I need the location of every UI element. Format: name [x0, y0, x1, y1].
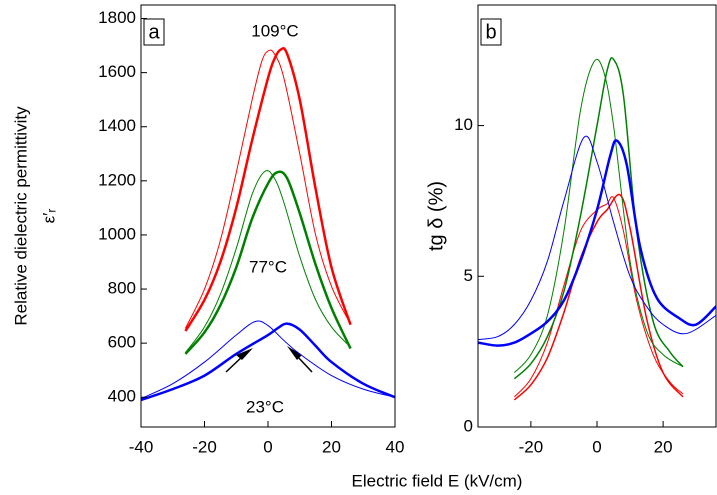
y-axis-symbol: ε′ᵣ	[39, 209, 58, 224]
panel-label: b	[485, 21, 496, 43]
y-tick-label: 600	[108, 333, 136, 352]
y-tick-label: 800	[108, 279, 136, 298]
data-line	[141, 320, 395, 400]
data-line	[478, 135, 716, 341]
data-line	[513, 196, 684, 398]
data-line	[141, 322, 395, 402]
y-tick-label: 0	[464, 416, 473, 435]
annotation: 23°C	[246, 397, 284, 416]
y-tick-label: 1000	[98, 224, 136, 243]
x-tick-label: -20	[192, 437, 217, 456]
data-line	[513, 58, 684, 374]
x-tick-label: -40	[129, 437, 154, 456]
y-axis-label: tg δ (%)	[425, 181, 447, 251]
data-line	[184, 46, 352, 332]
x-tick-label: -20	[519, 437, 544, 456]
panel-label-box	[480, 18, 502, 46]
plot-frame	[140, 4, 396, 428]
arrow	[295, 354, 313, 373]
annotation: 109°C	[251, 21, 298, 40]
y-tick-label: 1200	[98, 170, 136, 189]
x-tick-label: 0	[263, 437, 272, 456]
panel-label-box	[143, 18, 165, 46]
x-axis-label: Electric field E (kV/cm)	[352, 471, 523, 490]
y-tick-label: 10	[454, 115, 473, 134]
y-axis-label: Relative dielectric permittivity	[11, 106, 30, 326]
arrow-head	[236, 348, 253, 360]
y-tick-label: 1400	[98, 116, 136, 135]
annotation: 77°C	[249, 257, 287, 276]
x-tick-label: 20	[322, 437, 341, 456]
y-tick-label: 1600	[98, 62, 136, 81]
y-tick-label: 1800	[98, 8, 136, 27]
x-tick-label: 40	[386, 437, 405, 456]
data-line	[513, 193, 684, 401]
data-line	[185, 49, 351, 329]
y-tick-label: 400	[108, 387, 136, 406]
arrow	[225, 354, 245, 373]
data-line	[184, 170, 352, 355]
panel-label: a	[148, 21, 160, 43]
x-tick-label: 20	[654, 437, 673, 456]
y-tick-label: 5	[464, 266, 473, 285]
data-line	[185, 170, 351, 353]
data-line	[513, 57, 684, 380]
data-line	[478, 139, 716, 347]
x-tick-label: 0	[592, 437, 601, 456]
